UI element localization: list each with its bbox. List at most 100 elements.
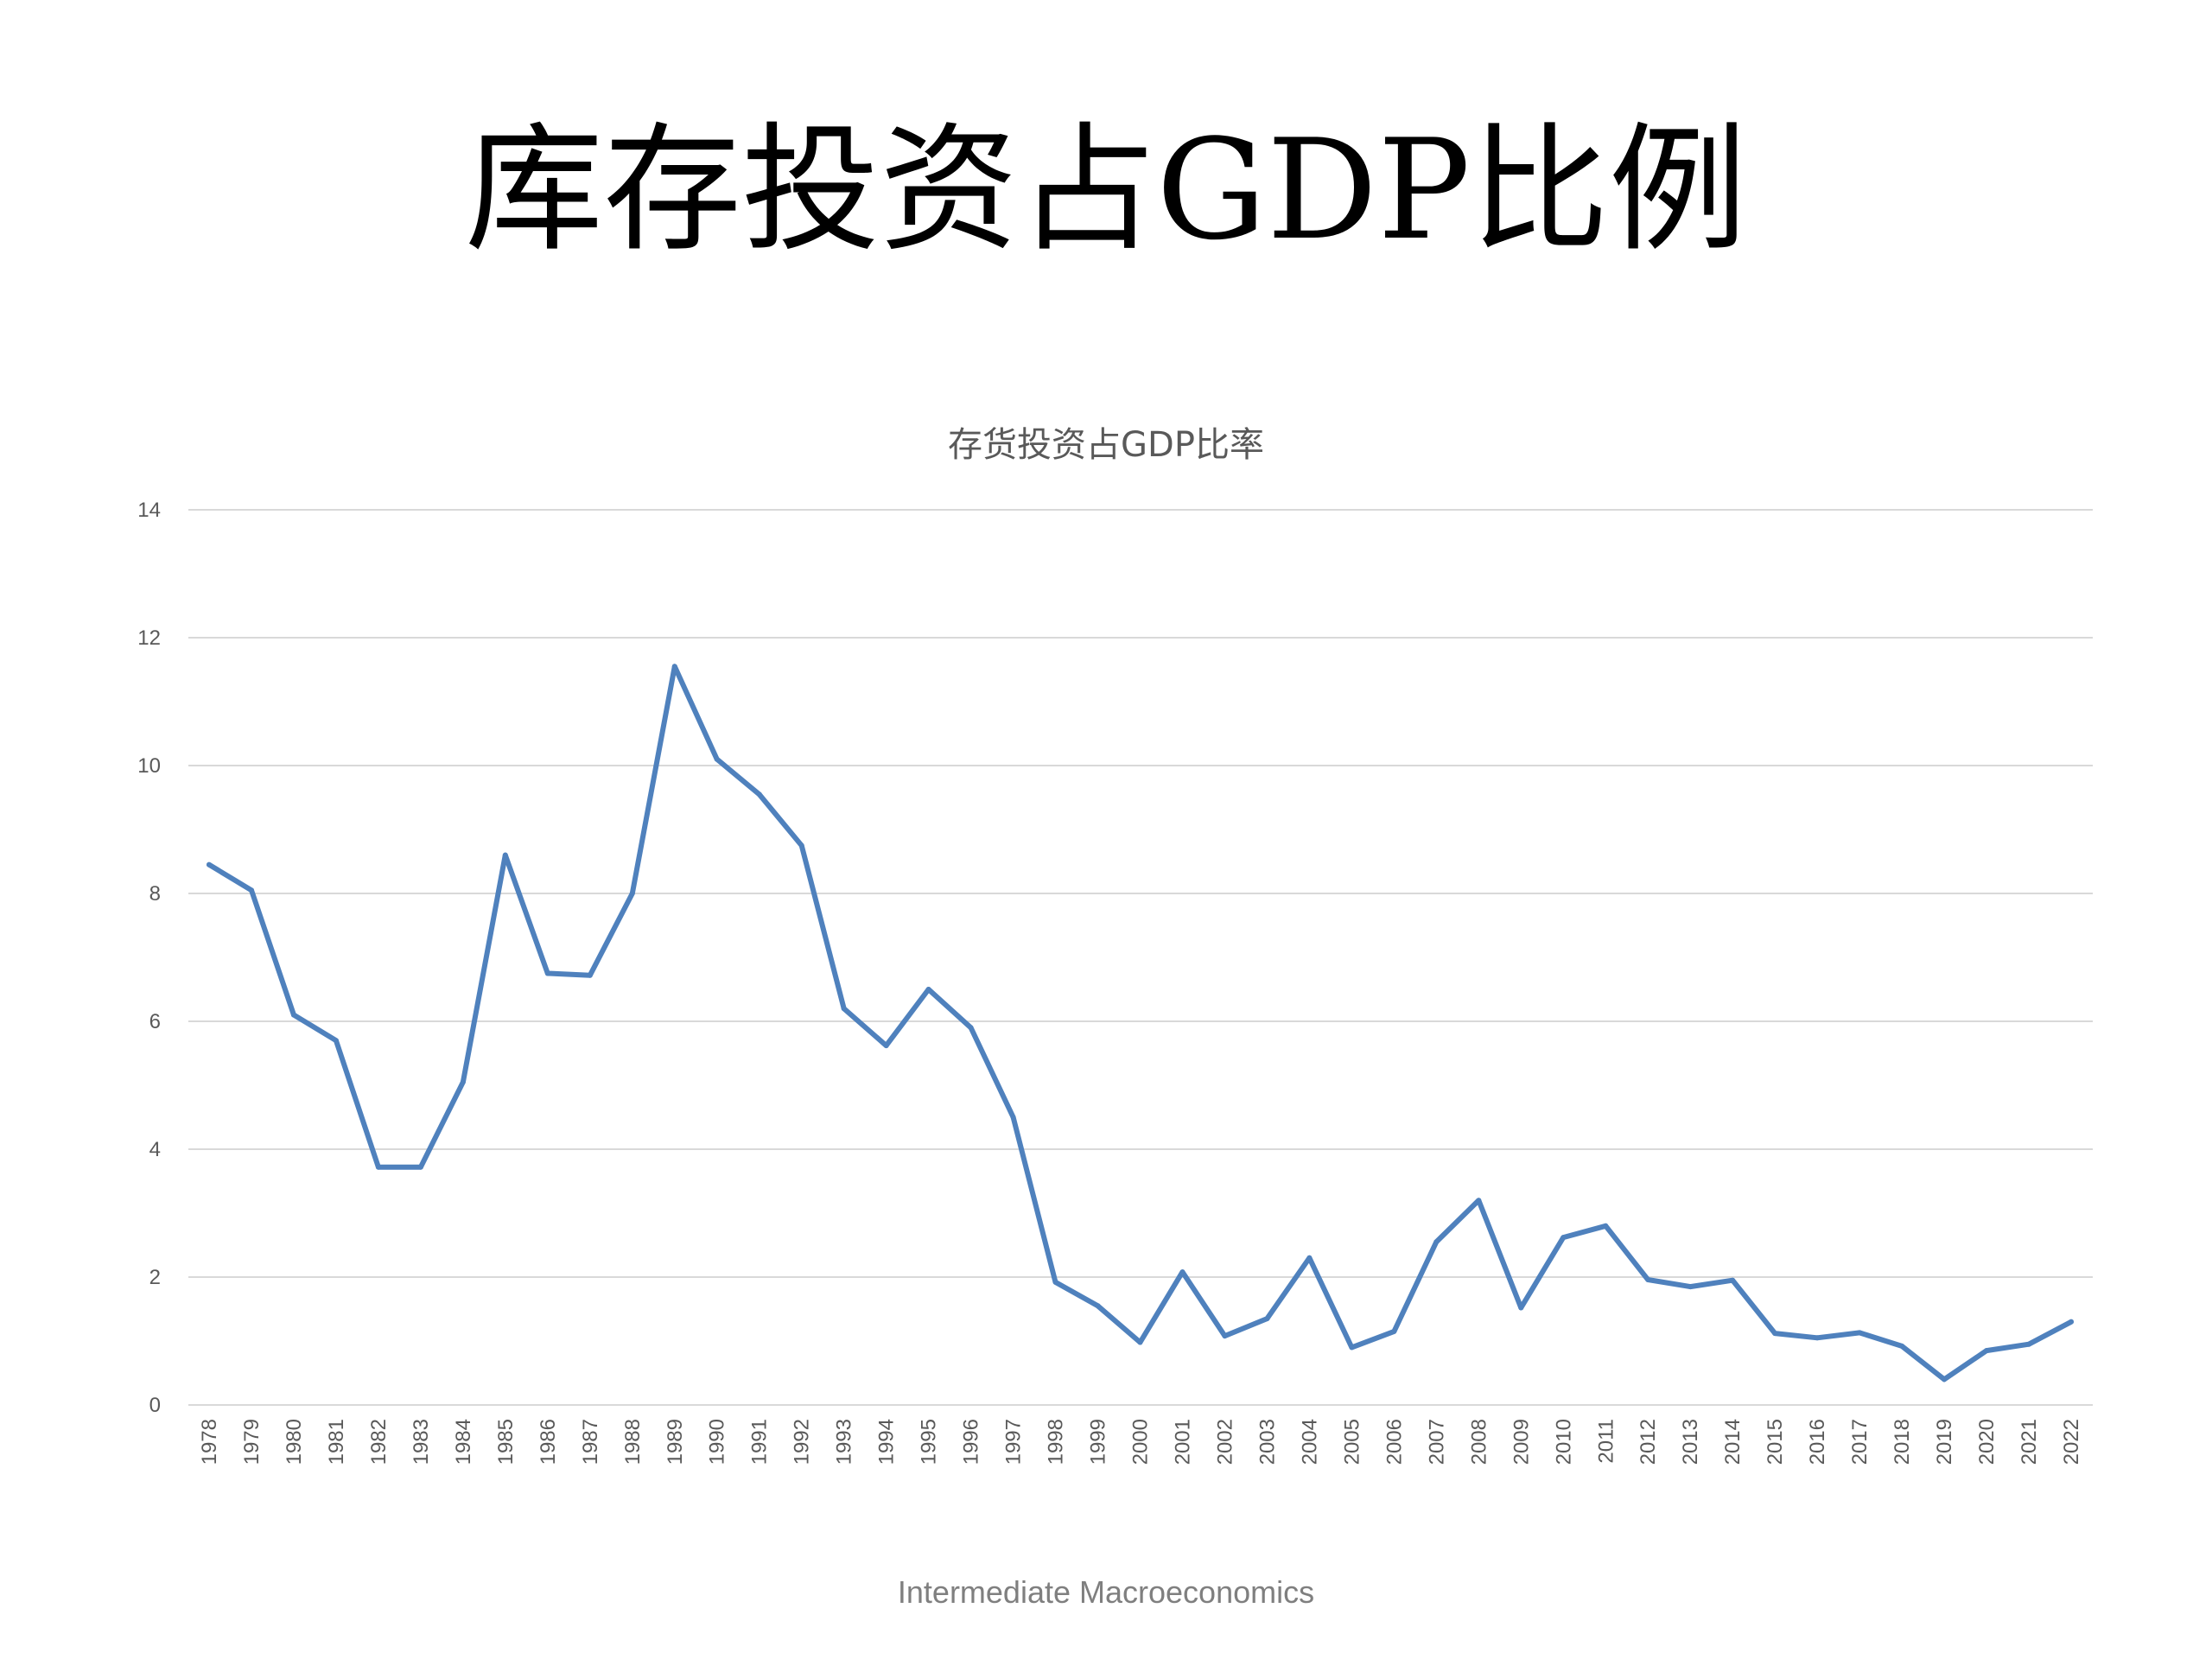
y-tick-label: 12: [137, 626, 161, 650]
data-point: [841, 1006, 847, 1012]
data-point: [1264, 1316, 1270, 1322]
data-point: [1179, 1269, 1185, 1275]
data-point: [1518, 1305, 1524, 1311]
x-tick-label: 2022: [2060, 1419, 2083, 1465]
x-tick-label: 2004: [1298, 1419, 1321, 1465]
x-tick-label: 1990: [706, 1419, 729, 1465]
data-point: [756, 791, 762, 798]
x-tick-label: 1988: [621, 1419, 645, 1465]
x-tick-label: 1981: [325, 1419, 348, 1465]
x-tick-label: 2009: [1510, 1419, 1533, 1465]
x-tick-label: 2011: [1594, 1419, 1618, 1464]
data-point: [1645, 1276, 1651, 1282]
x-tick-label: 2015: [1764, 1419, 1787, 1465]
series-layer: [207, 664, 2074, 1382]
data-point: [1772, 1331, 1778, 1337]
x-tick-label: 1978: [198, 1419, 221, 1465]
data-point: [1984, 1348, 1990, 1354]
data-point: [1052, 1279, 1058, 1285]
data-point: [587, 972, 593, 978]
x-tick-label: 2001: [1171, 1419, 1194, 1465]
data-point: [1899, 1343, 1905, 1349]
x-tick-label: 1983: [410, 1419, 433, 1465]
x-tick-label: 1999: [1087, 1419, 1110, 1465]
x-tick-label: 2013: [1679, 1419, 1702, 1465]
x-tick-label: 1982: [367, 1419, 391, 1465]
x-tick-label: 1995: [918, 1419, 941, 1465]
x-tick-label: 1986: [537, 1419, 560, 1465]
data-point: [207, 861, 212, 868]
data-point: [1137, 1339, 1143, 1345]
x-tick-label: 2019: [1933, 1419, 1956, 1465]
data-point: [1815, 1335, 1821, 1341]
y-tick-label: 10: [137, 754, 161, 778]
x-tick-label: 2017: [1848, 1419, 1872, 1465]
x-tick-label: 2003: [1255, 1419, 1279, 1465]
x-tick-label: 2014: [1721, 1419, 1745, 1465]
data-point: [290, 1012, 296, 1018]
x-tick-label: 2005: [1340, 1419, 1363, 1465]
series-line: [207, 664, 2074, 1382]
data-point: [1349, 1344, 1355, 1351]
x-tick-label: 2021: [2018, 1419, 2041, 1465]
x-tick-label: 1997: [1002, 1419, 1026, 1465]
data-point: [1095, 1303, 1101, 1309]
data-point: [544, 970, 550, 976]
data-point: [1560, 1235, 1567, 1241]
x-tick-label: 2006: [1382, 1419, 1406, 1465]
y-tick-label: 4: [149, 1138, 161, 1161]
data-point: [798, 842, 804, 849]
x-axis-tick-labels: 1978 1979 1980 1981 1982 1983 1984 1985 1986 1987…: [198, 1419, 2083, 1465]
y-axis-tick-labels: 0 2 4 6 8 10 12 14: [137, 499, 161, 1417]
x-tick-label: 1991: [748, 1419, 772, 1465]
gridlines: [188, 509, 2093, 1406]
data-point: [1942, 1376, 1948, 1382]
x-tick-label: 1984: [452, 1419, 475, 1465]
x-tick-label: 1980: [283, 1419, 306, 1465]
data-point: [248, 887, 254, 893]
data-point: [883, 1043, 889, 1049]
data-point: [925, 987, 931, 992]
data-point: [968, 1025, 974, 1031]
x-tick-label: 1994: [875, 1419, 899, 1465]
x-tick-label: 2000: [1129, 1419, 1153, 1465]
x-tick-label: 1987: [579, 1419, 602, 1465]
x-tick-label: 2016: [1806, 1419, 1829, 1465]
data-point: [629, 891, 635, 896]
x-tick-label: 2008: [1467, 1419, 1491, 1465]
data-point: [1688, 1284, 1694, 1290]
y-tick-label: 8: [149, 882, 161, 906]
data-point: [1391, 1328, 1397, 1334]
data-point: [2026, 1341, 2032, 1347]
x-tick-label: 1992: [791, 1419, 814, 1465]
data-point: [375, 1164, 381, 1170]
data-point: [333, 1038, 339, 1044]
data-point: [1222, 1333, 1228, 1339]
data-point: [1730, 1277, 1736, 1283]
y-tick-label: 14: [137, 499, 161, 522]
x-tick-label: 1996: [960, 1419, 983, 1465]
x-tick-label: 2010: [1552, 1419, 1575, 1465]
x-tick-label: 1993: [833, 1419, 856, 1465]
x-tick-label: 2002: [1213, 1419, 1236, 1465]
footer-text: Intermediate Macroeconomics: [897, 1574, 1315, 1610]
slide-title: 库存投资占GDP比例: [465, 109, 1747, 270]
data-point: [1476, 1198, 1482, 1204]
data-point: [1433, 1239, 1440, 1245]
x-tick-label: 2007: [1425, 1419, 1448, 1465]
x-tick-label: 1998: [1045, 1419, 1068, 1465]
y-tick-label: 0: [149, 1394, 161, 1417]
data-point: [1010, 1115, 1016, 1120]
x-tick-label: 2018: [1891, 1419, 1914, 1465]
data-point: [714, 756, 720, 762]
chart-title: 存货投资占GDP比率: [948, 425, 1264, 465]
data-point: [1603, 1223, 1609, 1229]
data-point: [502, 852, 508, 858]
x-tick-label: 1985: [494, 1419, 518, 1465]
data-point: [417, 1164, 423, 1170]
data-point: [1857, 1330, 1863, 1336]
data-point: [2069, 1319, 2074, 1325]
data-point: [1306, 1255, 1313, 1261]
x-tick-label: 2012: [1637, 1419, 1660, 1465]
